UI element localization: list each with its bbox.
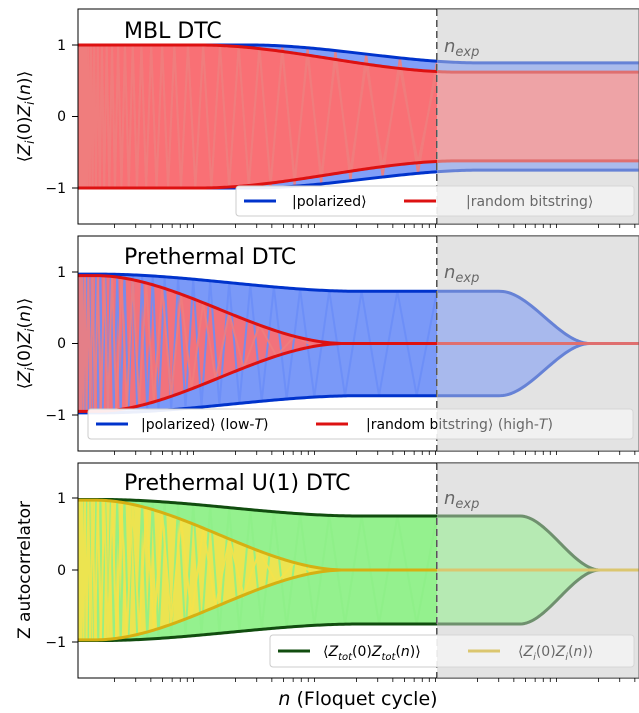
y-axis-label: ⟨Zi(0)Zi(n)⟩: [15, 298, 37, 389]
legend-label-zi: ⟨Zi(0)Zi(n)⟩: [518, 644, 593, 663]
envelope-line: [78, 568, 639, 642]
y-axis: 1 0 −1 ⟨Zi(0)Zi(n)⟩: [15, 38, 78, 197]
y-tick-label: 1: [57, 265, 66, 281]
n-exp-label: nexp: [444, 262, 479, 286]
panel-prethermal-dtc: Prethermal DTC nexp 1 0 −1 ⟨Zi(0)Zi(n)⟩ …: [15, 235, 639, 452]
y-tick-label: 0: [57, 563, 66, 579]
panel-prethermal-u1-dtc: Prethermal U(1) DTC nexp 1 0 −1 Z autoco…: [15, 462, 639, 679]
legend-label-random: |random bitstring⟩ (high-T): [366, 417, 553, 433]
y-tick-label: 1: [57, 38, 66, 54]
envelope-line: [78, 342, 639, 413]
legend: ⟨Ztot(0)Ztot(n)⟩ ⟨Zi(0)Zi(n)⟩: [269, 634, 635, 668]
y-tick-label: −1: [45, 635, 66, 651]
shade-overlay: [437, 9, 639, 224]
legend: |polarized⟩ |random bitstring⟩: [235, 185, 635, 217]
envelope-line: [78, 43, 639, 74]
legend: |polarized⟩ (low-T) |random bitstring⟩ (…: [87, 408, 634, 440]
shade-overlay: [437, 463, 639, 678]
plot-area: [78, 272, 639, 415]
panel-mbl-dtc: MBL DTC nexp 1 0 −1 ⟨Zi(0)Zi(n)⟩ |polari…: [15, 8, 639, 225]
y-axis-label: Z autocorrelator: [15, 501, 35, 639]
y-tick-label: 1: [57, 491, 66, 507]
legend-label-polarized: |polarized⟩: [292, 194, 367, 210]
y-tick-label: 0: [57, 109, 66, 125]
y-tick-label: −1: [45, 408, 66, 424]
envelope-line: [78, 568, 639, 643]
panel-title: Prethermal DTC: [124, 245, 296, 270]
envelope-line: [78, 272, 639, 345]
y-tick-label: −1: [45, 181, 66, 197]
panel-title: Prethermal U(1) DTC: [124, 471, 350, 496]
y-tick-label: 0: [57, 336, 66, 352]
n-exp-label: nexp: [444, 488, 479, 512]
envelope-line: [78, 159, 639, 190]
plot-area: [78, 43, 639, 190]
legend-label-ztot: ⟨Ztot(0)Ztot(n)⟩: [323, 644, 421, 663]
x-axis-label: n (Floquet cycle): [278, 688, 437, 710]
y-axis: 1 0 −1 Z autocorrelator: [15, 491, 78, 651]
shade-overlay: [437, 236, 639, 451]
plot-area: [78, 497, 639, 643]
x-axis-ticks: [114, 224, 636, 682]
n-exp-label: nexp: [444, 36, 479, 60]
y-axis: 1 0 −1 ⟨Zi(0)Zi(n)⟩: [15, 265, 78, 424]
y-axis-label: ⟨Zi(0)Zi(n)⟩: [15, 71, 37, 162]
legend-label-polarized: |polarized⟩ (low-T): [141, 417, 269, 433]
panel-title: MBL DTC: [124, 19, 222, 44]
envelope-line: [78, 497, 639, 572]
legend-label-random: |random bitstring⟩: [466, 194, 593, 210]
